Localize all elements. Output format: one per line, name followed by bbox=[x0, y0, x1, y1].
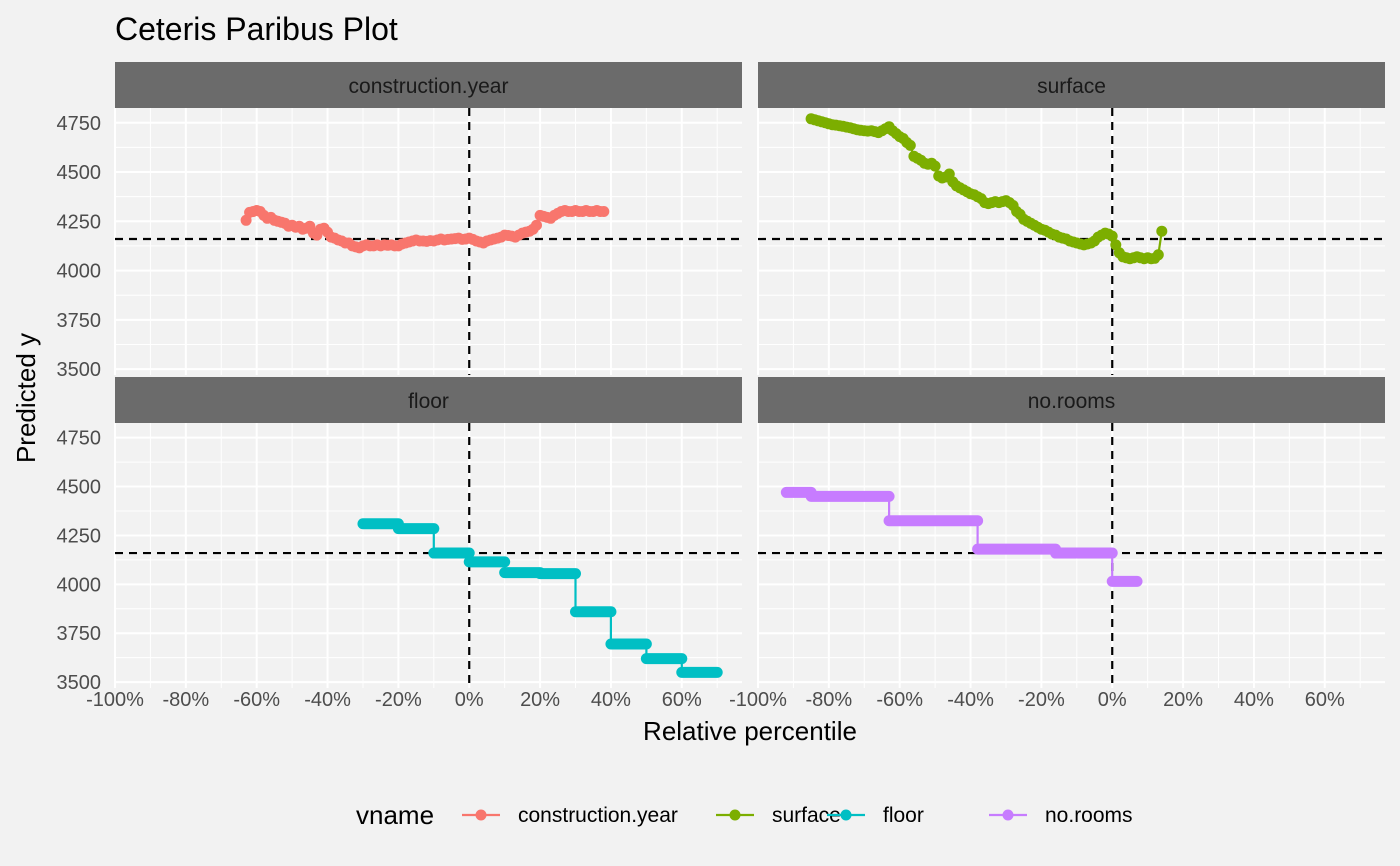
x-tick-label: 0% bbox=[455, 689, 484, 711]
x-axis: -100% -80% -60% -40% -20% 0% 20% 40% 60% -100% -80… bbox=[86, 689, 1345, 711]
panel-surface: surface bbox=[757, 62, 1385, 375]
x-tick-label: -80% bbox=[805, 689, 852, 711]
legend-item: no.rooms bbox=[989, 804, 1133, 827]
x-tick-label: -60% bbox=[876, 689, 923, 711]
y-tick-label: 4500 bbox=[57, 162, 102, 184]
panel-no-rooms: no.rooms bbox=[757, 377, 1385, 688]
y-tick-label: 3500 bbox=[57, 359, 102, 381]
legend-label: surface bbox=[772, 804, 841, 827]
y-tick-label: 4250 bbox=[57, 525, 102, 547]
chart-title: Ceteris Paribus Plot bbox=[115, 11, 398, 47]
legend: vname construction.year surface floor no.ro… bbox=[356, 800, 1133, 830]
y-tick-label: 3500 bbox=[57, 672, 102, 694]
legend-item: construction.year bbox=[462, 804, 678, 827]
x-tick-label: -40% bbox=[947, 689, 994, 711]
data-point-surface bbox=[1152, 249, 1164, 261]
y-tick-label: 4000 bbox=[57, 261, 102, 283]
facet-strip-label: floor bbox=[408, 390, 449, 413]
y-tick-label: 4500 bbox=[57, 477, 102, 499]
legend-label: construction.year bbox=[518, 804, 678, 827]
facet-strip-label: construction.year bbox=[349, 75, 509, 98]
y-tick-label: 4000 bbox=[57, 574, 102, 596]
facet-strip bbox=[115, 62, 742, 108]
y-tick-label: 4250 bbox=[57, 211, 102, 233]
legend-key-point bbox=[475, 809, 487, 821]
y-tick-label: 3750 bbox=[57, 310, 102, 332]
data-point-surface bbox=[1156, 225, 1168, 237]
y-tick-label: 3750 bbox=[57, 623, 102, 645]
facet-strip bbox=[115, 377, 742, 423]
legend-label: floor bbox=[883, 804, 924, 827]
legend-title: vname bbox=[356, 800, 434, 830]
y-axis: 3500 3750 4000 4250 4500 4750 3500 3750 4000 4250… bbox=[57, 113, 102, 694]
x-axis-label: Relative percentile bbox=[643, 716, 857, 746]
panel-floor: floor bbox=[114, 377, 742, 688]
y-tick-label: 4750 bbox=[57, 428, 102, 450]
facet-strip bbox=[758, 62, 1385, 108]
x-tick-label: -20% bbox=[375, 689, 422, 711]
x-tick-label: -100% bbox=[729, 689, 787, 711]
facet-panels: construction.year surface floor no.rooms bbox=[114, 62, 1385, 688]
y-tick-label: 4750 bbox=[57, 113, 102, 135]
data-point-surface bbox=[1106, 230, 1118, 242]
data-point-surface bbox=[904, 139, 916, 151]
legend-item: floor bbox=[827, 804, 924, 827]
panel-construction-year: construction.year bbox=[114, 62, 742, 375]
y-axis-label: Predicted y bbox=[11, 333, 41, 463]
x-tick-label: 20% bbox=[520, 689, 560, 711]
x-tick-label: -60% bbox=[233, 689, 280, 711]
data-point-surface bbox=[929, 160, 941, 172]
legend-key-point bbox=[840, 809, 852, 821]
x-tick-label: 20% bbox=[1163, 689, 1203, 711]
x-tick-label: 40% bbox=[591, 689, 631, 711]
legend-item: surface bbox=[716, 804, 841, 827]
facet-strip-label: no.rooms bbox=[1028, 390, 1116, 413]
x-tick-label: -80% bbox=[162, 689, 209, 711]
x-tick-label: 60% bbox=[1305, 689, 1345, 711]
x-tick-label: -40% bbox=[304, 689, 351, 711]
facet-strip-label: surface bbox=[1037, 75, 1106, 98]
facet-strip bbox=[758, 377, 1385, 423]
legend-key-point bbox=[729, 809, 741, 821]
data-point-construction-year bbox=[598, 206, 610, 217]
data-point-construction-year bbox=[531, 219, 542, 231]
legend-label: no.rooms bbox=[1045, 804, 1133, 827]
x-tick-label: -20% bbox=[1018, 689, 1065, 711]
x-tick-label: 0% bbox=[1098, 689, 1127, 711]
x-tick-label: -100% bbox=[86, 689, 144, 711]
x-tick-label: 40% bbox=[1234, 689, 1274, 711]
x-tick-label: 60% bbox=[662, 689, 702, 711]
legend-key-point bbox=[1002, 809, 1014, 821]
